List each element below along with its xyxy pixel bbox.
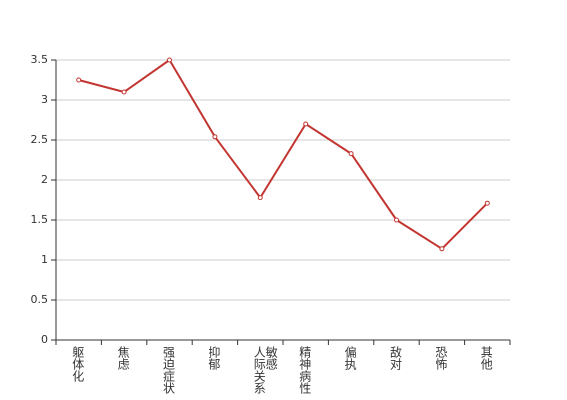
line (78, 59, 489, 250)
y-tick-label: 3 (41, 93, 48, 106)
point (348, 151, 354, 157)
x-tick-label: 精神病性 (297, 346, 312, 394)
point (484, 200, 490, 206)
x-tick-label: 躯体化 (70, 346, 85, 382)
y-tick-label: 1 (41, 253, 48, 266)
point (257, 195, 263, 201)
x-tick-label: 焦虑 (116, 346, 131, 370)
x-tick-label: 抑郁 (206, 346, 221, 370)
x-tick-label: 其他 (479, 346, 494, 370)
point (394, 217, 399, 223)
y-tick-label: 0 (41, 333, 48, 346)
point (121, 89, 127, 95)
x-tick-label: 敌对 (388, 346, 403, 370)
point (439, 246, 445, 252)
x-tick-label: 偏执 (343, 346, 358, 370)
point (212, 134, 218, 140)
point (76, 77, 82, 83)
y-tick-label: 0.5 (31, 293, 49, 306)
point (167, 57, 172, 63)
y-tick-label: 2.5 (31, 133, 49, 146)
y-tick-label: 2 (41, 173, 48, 186)
point (303, 121, 309, 127)
y-tick-label: 1.5 (31, 213, 49, 226)
x-tick-label: 强迫症状 (161, 346, 176, 394)
y-tick-label: 3.5 (31, 53, 49, 66)
x-tick-label: 人际关系敏感 (252, 346, 279, 394)
x-tick-label: 恐怖 (433, 346, 448, 370)
